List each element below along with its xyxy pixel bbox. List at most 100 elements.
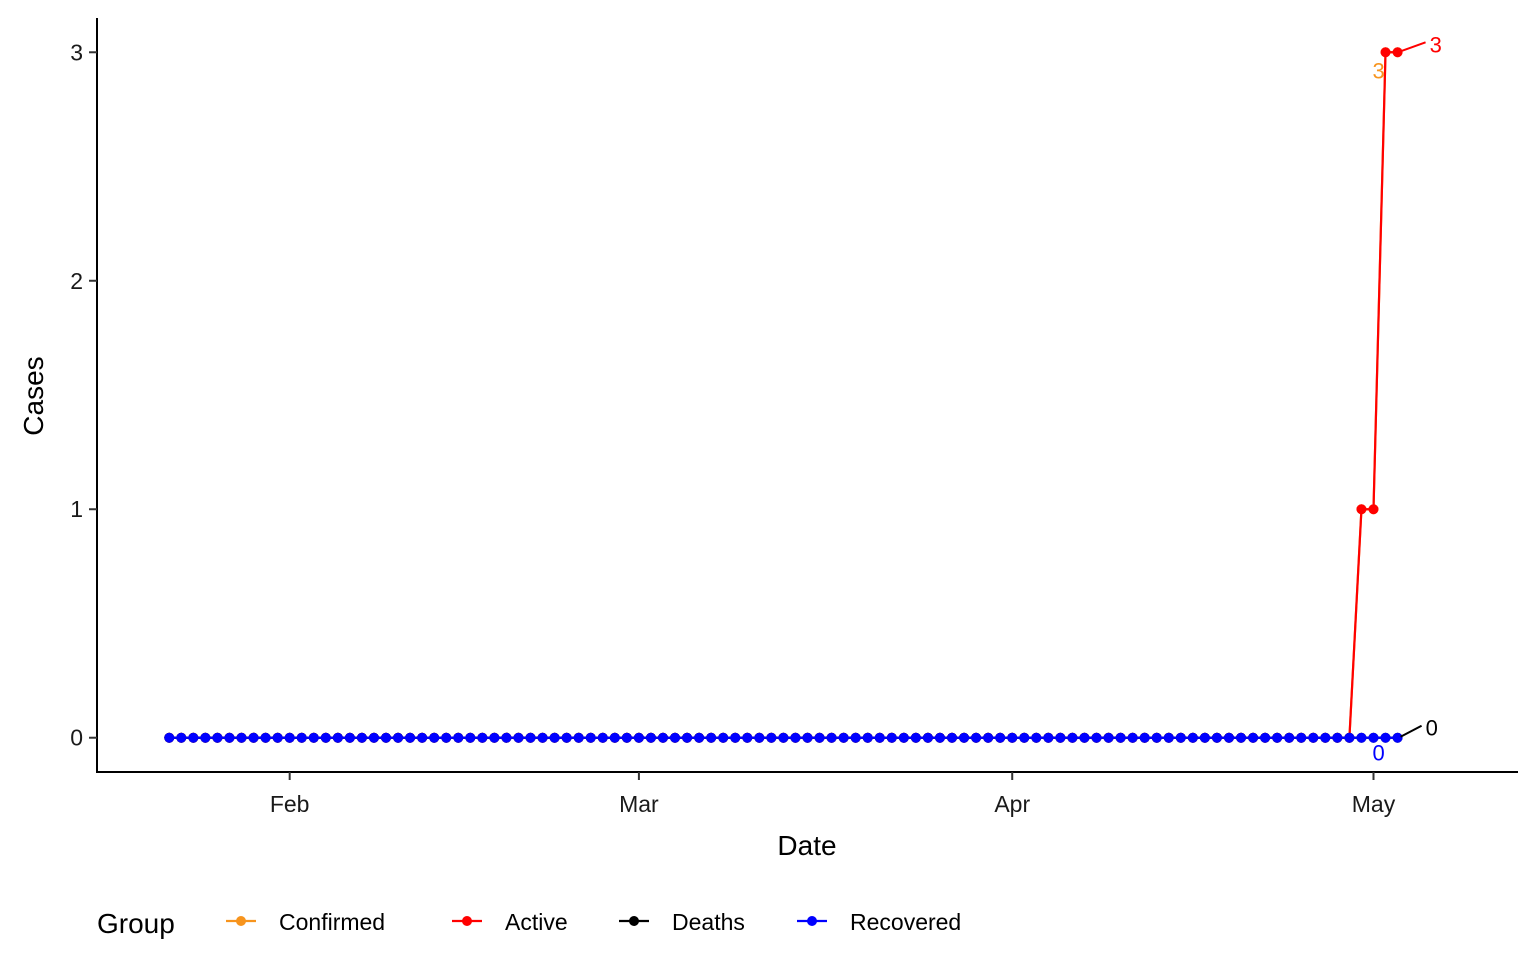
data-point [1211,732,1222,743]
data-point [296,732,307,743]
legend-label: Recovered [850,909,961,935]
data-point [308,732,319,743]
data-point [477,732,488,743]
data-point [706,732,717,743]
end-labels: 3 3 0 0 [1372,32,1441,765]
data-point [176,732,187,743]
legend-item-active: Active [452,909,568,935]
data-point [1356,732,1367,743]
x-tick-label: May [1352,791,1396,817]
y-tick-label: 1 [70,496,83,522]
data-point [862,732,873,743]
data-point [934,732,945,743]
data-point [501,732,512,743]
data-point [1199,732,1210,743]
legend-item-recovered: Recovered [797,909,961,935]
data-point [260,732,271,743]
data-point [489,732,500,743]
data-point [1368,504,1379,515]
data-point [1260,732,1271,743]
data-point [465,732,476,743]
data-point [1368,732,1379,743]
data-point [1127,732,1138,743]
data-point [164,732,175,743]
data-point [826,732,837,743]
data-point [368,732,379,743]
data-point [405,732,416,743]
data-point [212,732,223,743]
data-point [790,732,801,743]
data-point [1392,47,1403,58]
data-point [453,732,464,743]
legend-key-point [807,916,817,926]
data-point [537,732,548,743]
data-point [200,732,211,743]
data-point [1031,732,1042,743]
y-ticks: 0 1 2 3 [70,39,97,751]
data-point [1284,732,1295,743]
data-point [1091,732,1102,743]
data-point [694,732,705,743]
y-tick-label: 0 [70,725,83,751]
end-label-recovered: 0 [1372,741,1384,766]
data-point [585,732,596,743]
x-tick-label: Mar [619,791,659,817]
y-tick-label: 2 [70,268,83,294]
series-line [169,51,1398,739]
data-point [344,732,355,743]
data-point [609,732,620,743]
legend-item-confirmed: Confirmed [226,909,385,935]
data-point [1320,732,1331,743]
data-point [1223,732,1234,743]
data-point [1380,47,1391,58]
data-point [1296,732,1307,743]
legend-key-point [629,916,639,926]
data-point [381,732,392,743]
data-point [886,732,897,743]
data-point [561,732,572,743]
data-point [356,732,367,743]
end-label-leader [1400,41,1426,53]
data-point [838,732,849,743]
data-point [429,732,440,743]
data-point [682,732,693,743]
data-point [188,732,199,743]
data-point [513,732,524,743]
data-point [284,732,295,743]
data-point [995,732,1006,743]
end-label-active: 3 [1430,32,1442,57]
data-point [320,732,331,743]
data-point [898,732,909,743]
data-point [645,732,656,743]
data-point [441,732,452,743]
data-point [1187,732,1198,743]
y-tick-label: 3 [70,39,83,65]
legend-items: Confirmed Active Deaths Recovered [226,909,961,935]
data-point [947,732,958,743]
data-point [1103,732,1114,743]
legend-title: Group [97,908,175,939]
data-point [1115,732,1126,743]
end-label-deaths: 0 [1426,716,1438,741]
data-point [1356,504,1367,515]
data-point [670,732,681,743]
x-axis-title: Date [777,830,836,861]
data-point [1163,732,1174,743]
data-point [814,732,825,743]
data-point [272,732,283,743]
series-confirmed [164,47,1403,743]
data-point [778,732,789,743]
data-point [1308,732,1319,743]
y-axis-title: Cases [18,356,49,435]
data-point [850,732,861,743]
data-point [597,732,608,743]
data-point [621,732,632,743]
data-point [393,732,404,743]
data-point [224,732,235,743]
data-point [742,732,753,743]
data-point [633,732,644,743]
plot-series [164,47,1403,743]
x-tick-label: Apr [994,791,1030,817]
data-point [1380,732,1391,743]
